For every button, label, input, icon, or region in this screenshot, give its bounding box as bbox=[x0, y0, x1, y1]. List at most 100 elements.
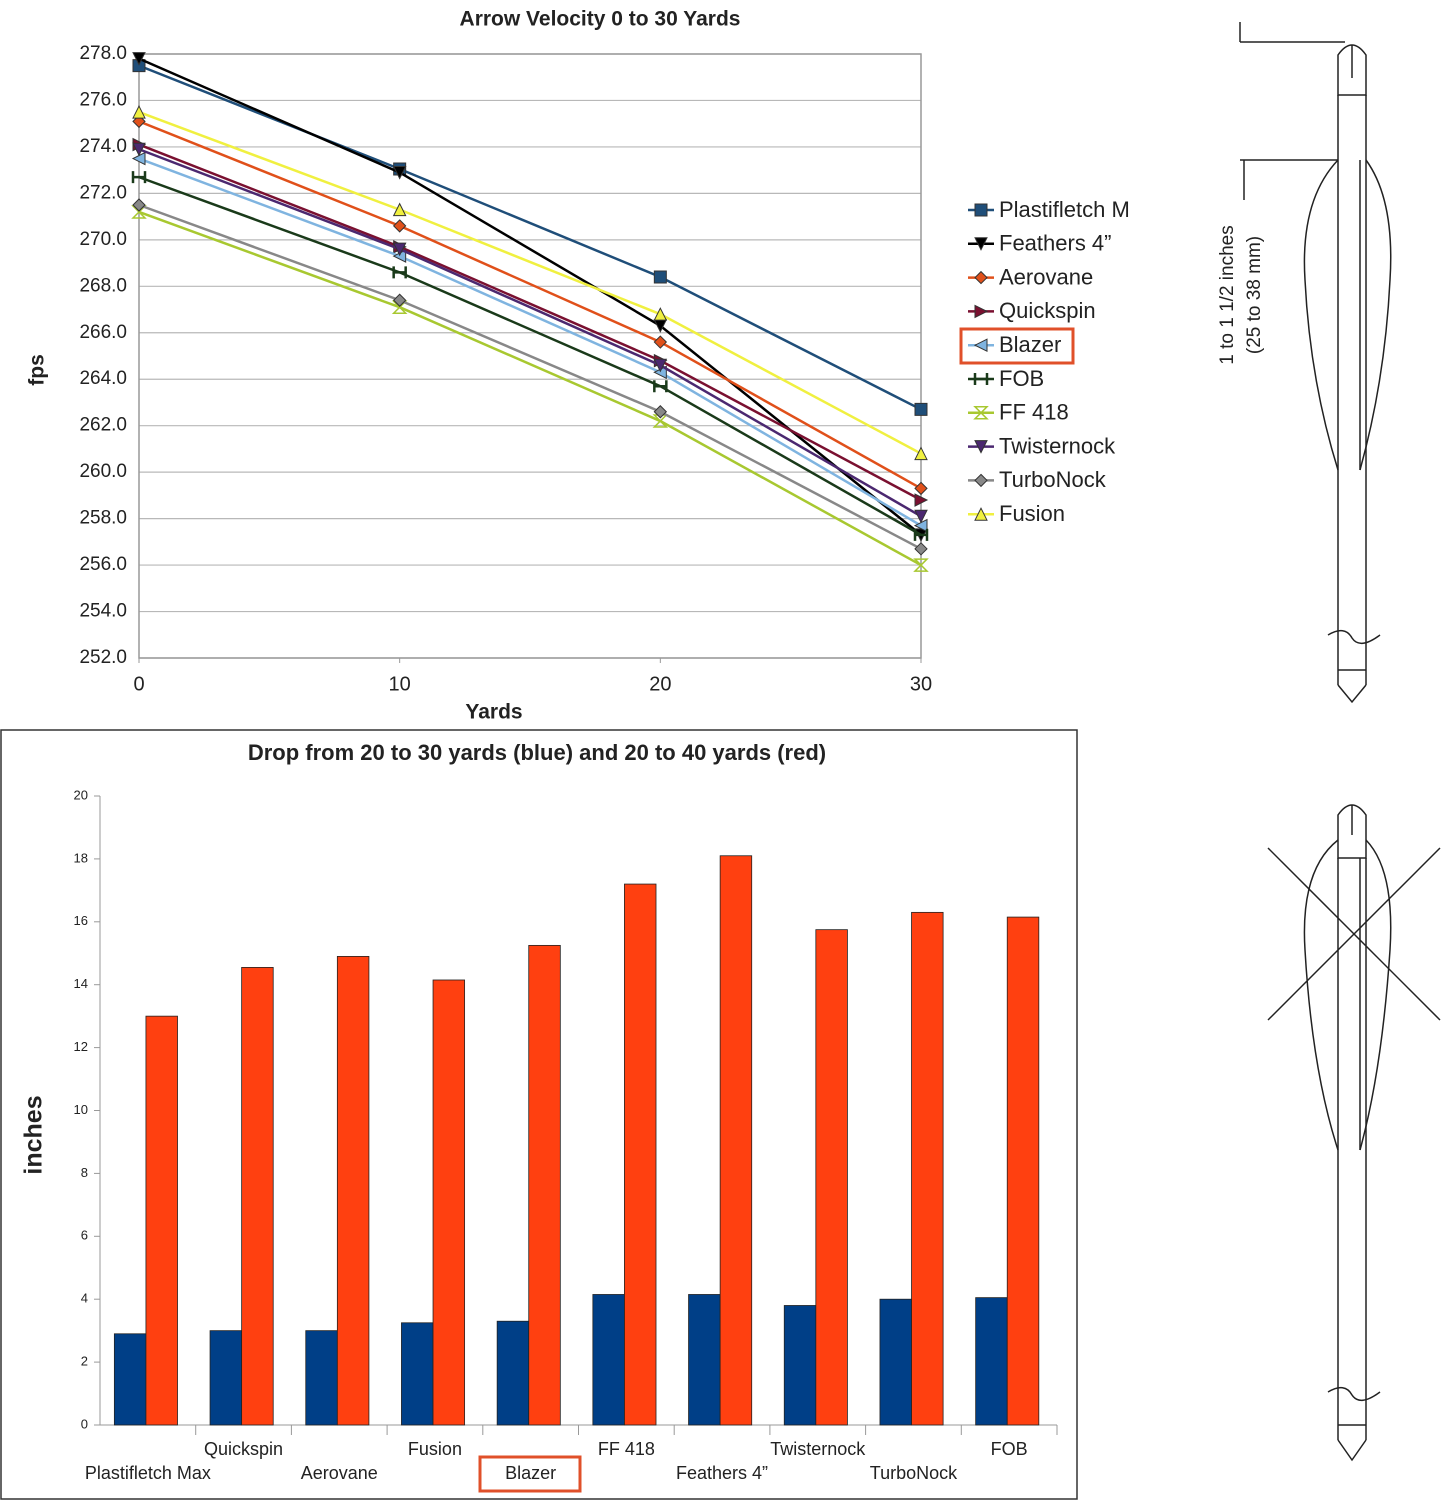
bar bbox=[688, 1294, 721, 1426]
data-point bbox=[914, 493, 929, 507]
legend-label: Twisternock bbox=[999, 433, 1116, 458]
y-tick-label: 4 bbox=[81, 1291, 88, 1306]
data-point bbox=[913, 528, 929, 541]
data-point bbox=[392, 165, 407, 180]
diagram-label: 1 to 1 1/2 inches bbox=[1217, 225, 1238, 364]
bar bbox=[911, 911, 944, 1426]
bar bbox=[528, 944, 561, 1426]
highlight-box bbox=[959, 327, 1075, 365]
highlight-box bbox=[478, 1455, 582, 1493]
y-axis-label: inches bbox=[20, 1095, 48, 1174]
bar bbox=[336, 955, 370, 1426]
x-tick-label: 10 bbox=[389, 673, 411, 695]
legend-swatch bbox=[973, 373, 989, 385]
series-line bbox=[138, 157, 922, 527]
data-point bbox=[914, 542, 928, 556]
series-line bbox=[138, 210, 922, 567]
data-point bbox=[132, 52, 146, 66]
legend-swatch bbox=[973, 406, 989, 420]
legend-label: Plastifletch M bbox=[999, 197, 1130, 222]
data-point bbox=[132, 142, 146, 157]
x-tick-label: Feathers 4” bbox=[676, 1463, 768, 1483]
y-tick-label: 256.0 bbox=[79, 554, 127, 575]
y-tick-label: 258.0 bbox=[79, 508, 127, 529]
x-tick-label: FOB bbox=[991, 1439, 1028, 1459]
series-line bbox=[138, 120, 922, 490]
legend-swatch bbox=[973, 338, 988, 353]
legend-label: FOB bbox=[999, 366, 1044, 391]
legend-swatch bbox=[974, 237, 988, 251]
legend-label: Aerovane bbox=[999, 264, 1093, 289]
arrow-diagram-crossed bbox=[1267, 804, 1441, 1462]
data-point bbox=[653, 405, 668, 419]
data-point bbox=[913, 558, 929, 572]
legend-swatch bbox=[974, 203, 988, 217]
data-point bbox=[914, 402, 928, 416]
arrow-diagram bbox=[1239, 22, 1392, 704]
data-point bbox=[392, 266, 407, 279]
x-tick-label: 20 bbox=[649, 673, 671, 695]
plot-border bbox=[138, 53, 922, 659]
legend-swatch bbox=[974, 440, 988, 454]
data-point bbox=[914, 446, 928, 461]
x-axis-label: Yards bbox=[465, 701, 522, 724]
data-point bbox=[132, 114, 146, 129]
chart-title: Arrow Velocity 0 to 30 Yards bbox=[460, 8, 741, 31]
y-tick-label: 264.0 bbox=[79, 368, 127, 389]
y-tick-label: 262.0 bbox=[79, 415, 127, 436]
bar bbox=[113, 1333, 147, 1426]
bar bbox=[975, 1297, 1008, 1426]
diagram-label: (25 to 38 mm) bbox=[1244, 236, 1265, 354]
y-tick-label: 8 bbox=[81, 1165, 88, 1180]
data-point bbox=[653, 358, 668, 373]
y-tick-label: 278.0 bbox=[79, 43, 127, 64]
data-point bbox=[653, 380, 668, 393]
data-point bbox=[392, 202, 407, 217]
y-tick-label: 276.0 bbox=[79, 89, 127, 110]
bar bbox=[624, 883, 657, 1426]
series-line bbox=[138, 175, 922, 536]
bar bbox=[719, 855, 753, 1426]
y-tick-label: 20 bbox=[74, 787, 88, 802]
legend-label: Fusion bbox=[999, 501, 1065, 526]
legend-label: FF 418 bbox=[999, 400, 1069, 425]
y-tick-label: 268.0 bbox=[79, 275, 127, 296]
bar bbox=[815, 929, 848, 1426]
x-tick-label: FF 418 bbox=[598, 1439, 655, 1459]
y-tick-label: 274.0 bbox=[79, 136, 127, 157]
bar bbox=[145, 1015, 178, 1426]
y-tick-label: 254.0 bbox=[79, 601, 127, 622]
x-tick-label: Quickspin bbox=[204, 1439, 283, 1459]
legend-swatch bbox=[974, 473, 988, 488]
legend-label: Quickspin bbox=[999, 298, 1096, 323]
bar bbox=[432, 979, 466, 1426]
bar bbox=[592, 1294, 625, 1426]
y-tick-label: 2 bbox=[81, 1354, 88, 1369]
y-tick-label: 0 bbox=[81, 1416, 88, 1431]
legend-label: TurboNock bbox=[999, 467, 1107, 492]
x-tick-label: 30 bbox=[910, 673, 932, 695]
x-tick-label: Fusion bbox=[408, 1439, 462, 1459]
x-tick-label: TurboNock bbox=[870, 1463, 958, 1483]
data-point bbox=[653, 335, 668, 349]
data-point bbox=[132, 104, 146, 119]
data-point bbox=[392, 293, 407, 307]
y-axis-label: fps bbox=[26, 354, 49, 386]
y-tick-label: 260.0 bbox=[79, 461, 127, 482]
series-line bbox=[138, 203, 922, 550]
data-point bbox=[914, 509, 928, 524]
y-tick-label: 12 bbox=[74, 1039, 88, 1054]
data-point bbox=[653, 307, 668, 321]
series-line bbox=[138, 143, 922, 502]
bar bbox=[209, 1330, 243, 1426]
x-tick-label: 0 bbox=[133, 673, 144, 695]
chart-title: Drop from 20 to 30 yards (blue) and 20 t… bbox=[248, 740, 826, 765]
legend-swatch bbox=[974, 270, 988, 285]
data-point bbox=[131, 171, 147, 184]
legend-swatch bbox=[974, 507, 988, 521]
data-point bbox=[653, 270, 667, 284]
data-point bbox=[392, 219, 407, 233]
y-tick-label: 16 bbox=[74, 913, 88, 928]
y-tick-label: 10 bbox=[74, 1102, 88, 1117]
